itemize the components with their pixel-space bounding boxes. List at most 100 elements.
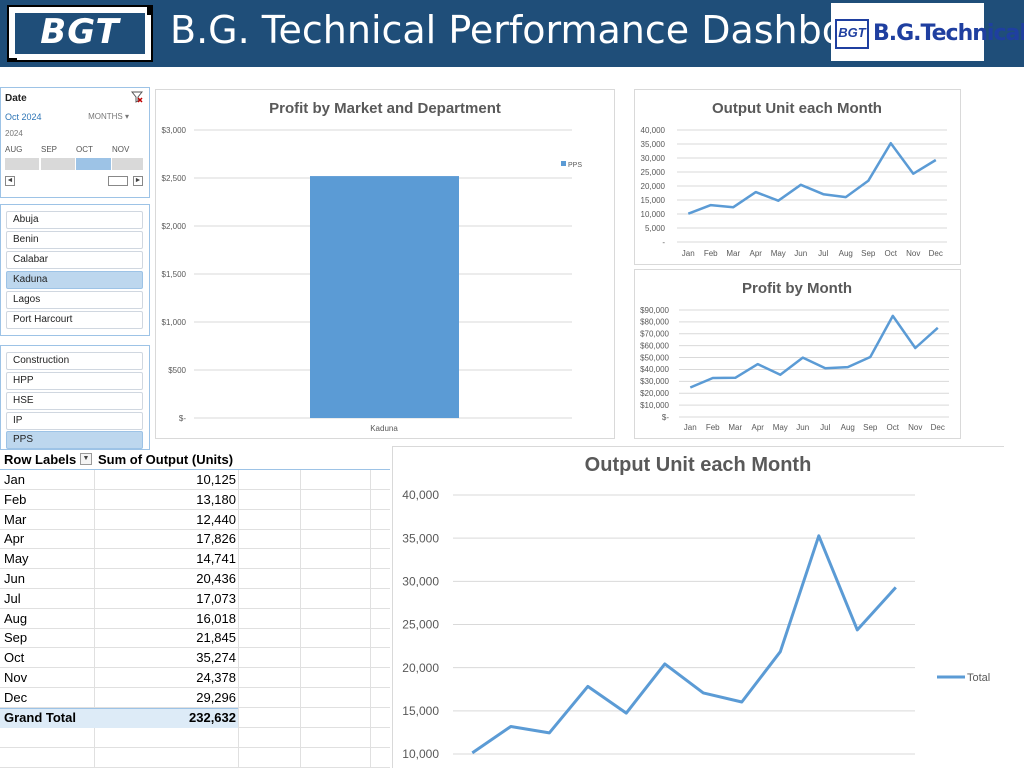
y-tick-label: 25,000	[402, 618, 439, 632]
y-tick-label: $90,000	[640, 306, 669, 315]
y-tick-label: $-	[662, 413, 669, 422]
y-tick-label: 20,000	[641, 182, 666, 191]
slicer-item-hpp[interactable]: HPP	[6, 372, 143, 390]
clear-filter-icon[interactable]	[131, 91, 143, 103]
output-small-svg: Output Unit each Month-5,00010,00015,000…	[635, 90, 960, 264]
timeline-month-label: SEP	[41, 145, 57, 154]
y-tick-label: $1,500	[162, 270, 187, 279]
row-label: Oct	[4, 650, 24, 665]
y-tick-label: 5,000	[645, 224, 666, 233]
filter-dropdown-icon[interactable]: ▼	[80, 453, 92, 465]
row-value: 35,274	[96, 650, 236, 665]
x-tick-label: May	[773, 423, 788, 432]
y-tick-label: 20,000	[402, 661, 439, 675]
legend-label: PPS	[568, 162, 582, 169]
timeline-scroll-thumb[interactable]	[108, 176, 128, 186]
slicer-item-kaduna[interactable]: Kaduna	[6, 271, 143, 289]
y-tick-label: 35,000	[402, 531, 439, 545]
row-label: Mar	[4, 512, 26, 527]
y-tick-label: $30,000	[640, 377, 669, 386]
department-slicer: Construction HPP HSE IP PPS	[0, 345, 150, 450]
timeline-month-bar[interactable]	[5, 158, 39, 170]
row-value: 29,296	[96, 690, 236, 705]
row-value: 14,741	[96, 551, 236, 566]
row-label: Dec	[4, 690, 27, 705]
x-tick-label: Jul	[820, 423, 830, 432]
x-tick-label: Aug	[841, 423, 855, 432]
chart-title: Output Unit each Month	[585, 454, 812, 476]
x-tick-label: Dec	[929, 249, 943, 258]
logo-right-name: B.G.Technical	[873, 21, 1024, 46]
scroll-left-button[interactable]: ◄	[5, 176, 15, 186]
timeline-month-bar[interactable]	[112, 158, 143, 170]
y-tick-label: $2,500	[162, 174, 187, 183]
row-label: Feb	[4, 492, 26, 507]
slicer-item-port-harcourt[interactable]: Port Harcourt	[6, 311, 143, 329]
slicer-item-hse[interactable]: HSE	[6, 392, 143, 410]
row-value: 12,440	[96, 512, 236, 527]
x-tick-label: Apr	[752, 423, 765, 432]
slicer-item-construction[interactable]: Construction	[6, 352, 143, 370]
y-tick-label: $70,000	[640, 330, 669, 339]
legend-label: Total	[967, 672, 990, 684]
slicer-item-calabar[interactable]: Calabar	[6, 251, 143, 269]
x-tick-label: Oct	[885, 249, 898, 258]
dashboard-header: BGT B.G. Technical Performance Dashboard…	[0, 0, 1024, 67]
row-value: 21,845	[96, 630, 236, 645]
y-tick-label: 40,000	[402, 488, 439, 502]
sum-output-header: Sum of Output (Units)	[98, 452, 238, 467]
slicer-item-abuja[interactable]: Abuja	[6, 211, 143, 229]
x-tick-label: Mar	[728, 423, 742, 432]
slicer-item-ip[interactable]: IP	[6, 412, 143, 430]
row-value: 10,125	[96, 472, 236, 487]
chevron-down-icon: ▾	[125, 112, 129, 121]
y-tick-label: $1,000	[162, 318, 187, 327]
x-tick-label: Oct	[887, 423, 900, 432]
y-tick-label: $40,000	[640, 365, 669, 374]
logo-right-box-text: BGT	[837, 25, 867, 40]
y-tick-label: $3,000	[162, 126, 187, 135]
timeline-level-dropdown[interactable]: MONTHS ▾	[88, 112, 129, 121]
x-tick-label: Apr	[750, 249, 763, 258]
y-tick-label: 35,000	[641, 140, 666, 149]
scroll-right-button[interactable]: ►	[133, 176, 143, 186]
row-label: Nov	[4, 670, 27, 685]
row-label: Aug	[4, 611, 27, 626]
profit-by-month-chart[interactable]: Profit by Month$-$10,000$20,000$30,000$4…	[634, 269, 961, 439]
timeline-year: 2024	[5, 129, 23, 138]
y-tick-label: 10,000	[402, 747, 439, 761]
series-line	[688, 143, 936, 214]
date-timeline-slicer[interactable]: Date Oct 2024 MONTHS ▾ 2024 AUG SEP OCT …	[0, 87, 150, 198]
series-line	[690, 316, 938, 388]
market-slicer: Abuja Benin Calabar Kaduna Lagos Port Ha…	[0, 204, 150, 336]
table-row: Jan 10,125	[0, 470, 390, 490]
x-tick-label: Jun	[796, 423, 809, 432]
row-value: 16,018	[96, 611, 236, 626]
x-tick-label: Jan	[684, 423, 697, 432]
table-row: Aug 16,018	[0, 609, 390, 629]
timeline-month-bar[interactable]	[41, 158, 75, 170]
slicer-item-lagos[interactable]: Lagos	[6, 291, 143, 309]
slicer-item-benin[interactable]: Benin	[6, 231, 143, 249]
x-tick-label: Jul	[818, 249, 828, 258]
table-row: May 14,741	[0, 549, 390, 569]
row-label: Jan	[4, 472, 25, 487]
timeline-month-bar-selected[interactable]	[76, 158, 111, 170]
chart-title: Output Unit each Month	[712, 100, 882, 117]
slicer-item-pps[interactable]: PPS	[6, 431, 143, 449]
timeline-month-label: AUG	[5, 145, 22, 154]
grand-total-label: Grand Total	[4, 710, 76, 725]
row-label: May	[4, 551, 29, 566]
y-tick-label: 10,000	[641, 210, 666, 219]
profit-by-market-chart[interactable]: Profit by Market and Department$-$500$1,…	[155, 89, 615, 439]
row-label: Apr	[4, 531, 24, 546]
series-line	[472, 536, 896, 753]
date-slicer-title: Date	[5, 93, 27, 104]
y-tick-label: -	[662, 238, 665, 247]
